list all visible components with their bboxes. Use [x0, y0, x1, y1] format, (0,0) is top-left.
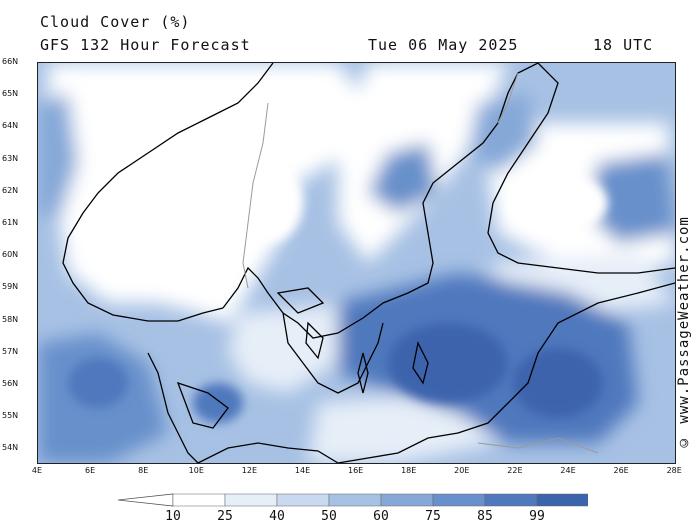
- legend-swatch: [328, 493, 382, 507]
- lon-label: 16E: [347, 466, 364, 475]
- lon-label: 14E: [294, 466, 311, 475]
- legend-value: 10: [165, 509, 181, 524]
- legend-swatch: [276, 493, 330, 507]
- lon-label: 26E: [613, 466, 629, 475]
- lat-label: 61N: [2, 218, 19, 227]
- lat-label: 55N: [2, 411, 19, 421]
- map-canvas: [38, 63, 675, 463]
- legend-value: 40: [269, 509, 285, 524]
- lat-label: 64N: [2, 121, 19, 131]
- country-borders: [242, 72, 599, 454]
- lat-label: 63N: [2, 153, 19, 163]
- cloud-cover-map: [37, 62, 676, 464]
- lat-label: 54N: [2, 443, 19, 453]
- cloud-cover-legend: [118, 493, 588, 507]
- cloud-cover-field: [38, 63, 675, 463]
- lat-label: 58N: [2, 314, 19, 324]
- lon-label: 24E: [560, 466, 576, 475]
- valid-time: 18 UTC: [593, 36, 654, 54]
- coastlines: [62, 63, 675, 463]
- legend-value: 99: [529, 509, 545, 524]
- legend-arrow-low: [118, 493, 174, 507]
- lat-label: 65N: [2, 89, 19, 99]
- lat-label: 59N: [2, 282, 19, 292]
- legend-swatch: [172, 493, 226, 507]
- legend-swatch: [536, 493, 588, 507]
- legend-value: 50: [321, 509, 337, 524]
- lat-label: 60N: [2, 250, 19, 260]
- lon-label: 18E: [401, 466, 417, 475]
- lon-label: 10E: [188, 466, 204, 475]
- legend-swatch: [380, 493, 434, 507]
- legend-value: 60: [373, 509, 389, 524]
- legend-value: 85: [477, 509, 493, 524]
- lon-label: 20E: [454, 466, 470, 475]
- legend-swatch: [484, 493, 538, 507]
- lon-label: 6E: [85, 466, 96, 475]
- lat-label: 57N: [2, 346, 19, 356]
- legend-swatch: [224, 493, 278, 507]
- valid-date: Tue 06 May 2025: [368, 36, 519, 54]
- lat-label: 56N: [2, 379, 19, 388]
- legend-swatch: [432, 493, 486, 507]
- map-title: Cloud Cover (%): [40, 13, 191, 31]
- lon-label: 22E: [507, 466, 523, 475]
- lon-label: 12E: [241, 466, 258, 475]
- watermark: © www.PassageWeather.com: [676, 216, 692, 450]
- legend-value: 25: [217, 509, 233, 524]
- lat-label: 62N: [2, 185, 19, 195]
- lon-label: 8E: [138, 466, 149, 475]
- lon-label: 4E: [31, 466, 43, 475]
- legend-value: 75: [425, 509, 441, 524]
- lon-label: 28E: [666, 466, 682, 475]
- lat-label: 66N: [2, 57, 19, 66]
- forecast-subtitle: GFS 132 Hour Forecast: [40, 36, 251, 54]
